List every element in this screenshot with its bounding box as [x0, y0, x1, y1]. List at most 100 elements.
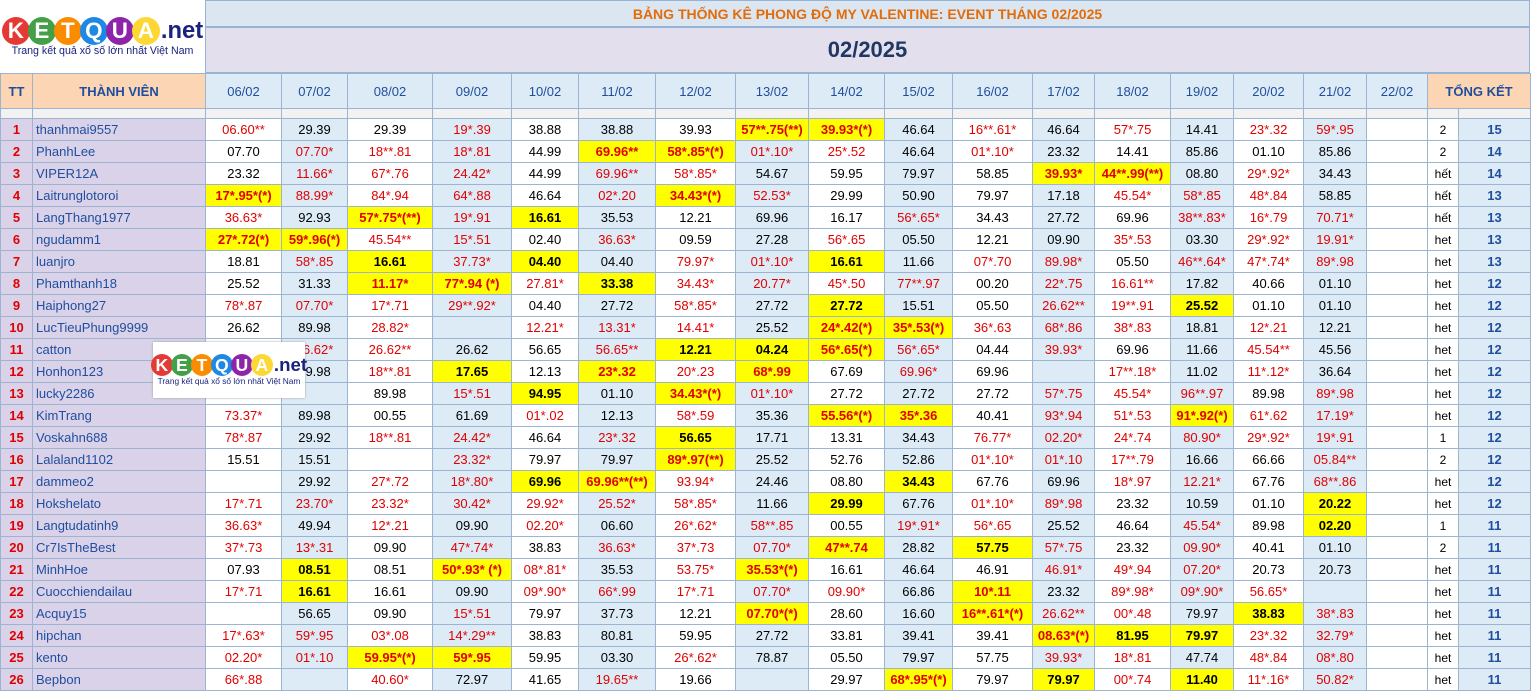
score-cell: 11.02	[1170, 360, 1234, 383]
score-cell: 46.64	[1094, 514, 1171, 537]
score-cell	[1366, 382, 1428, 405]
score-cell: 05.50	[1094, 250, 1171, 273]
score-cell	[1366, 536, 1428, 559]
status: het	[1427, 470, 1459, 493]
score-cell: 79.97	[1170, 624, 1234, 647]
header-row: TT THÀNH VIÊN 06/02 07/02 08/02 09/02 10/02 11/…	[0, 73, 1532, 109]
score-cell: 39.93*(*)	[808, 118, 885, 141]
score-cell: 11.66	[884, 250, 953, 273]
score-cell	[1366, 514, 1428, 537]
status: het	[1427, 382, 1459, 405]
score-cell: 01*.10*	[952, 140, 1033, 163]
score-cell: 69.96	[511, 470, 579, 493]
column-header: 06/02	[205, 73, 282, 109]
score-cell	[205, 470, 282, 493]
score-cell	[1366, 360, 1428, 383]
score-cell: 59*.95	[1303, 118, 1367, 141]
status: 2	[1427, 118, 1459, 141]
score-cell: 00*.74	[1094, 668, 1171, 691]
row-number: 9	[0, 294, 33, 317]
data-row: 20 Cr7IsTheBest 37*.73 13*.31 09.90 47*.74* 38…	[0, 536, 1532, 559]
score-cell: 56*.65	[952, 514, 1033, 537]
column-header: TT	[0, 73, 33, 109]
member-name: Lalaland1102	[32, 448, 206, 471]
score-cell: 29.92*	[511, 492, 579, 515]
filter-cell	[952, 108, 1033, 119]
score-cell: 51*.53	[1094, 404, 1171, 427]
score-cell: 69.96	[952, 360, 1033, 383]
score-cell	[347, 448, 433, 471]
score-cell: 69.96	[735, 206, 809, 229]
logo-letter: K	[150, 354, 173, 376]
score-cell: 89*.97(**)	[655, 448, 736, 471]
column-header: 21/02	[1303, 73, 1367, 109]
score-cell: 61*.62	[1233, 404, 1304, 427]
score-cell: 25.52	[735, 316, 809, 339]
data-row: 16 Lalaland1102 15.51 15.51 23.32* 79.97 79.97…	[0, 448, 1532, 471]
score-cell: 01.10	[1233, 492, 1304, 515]
score-cell: 25.52	[1170, 294, 1234, 317]
score-cell: 79.97	[578, 448, 656, 471]
logo-letter: K	[1, 16, 30, 45]
score-cell: 16*.79	[1233, 206, 1304, 229]
score-cell: 59.95	[511, 646, 579, 669]
score-cell: 20.22	[1303, 492, 1367, 515]
member-name: Langtudatinh9	[32, 514, 206, 537]
score-cell: 12.21*	[511, 316, 579, 339]
score-cell: 27.28	[735, 228, 809, 251]
data-row: 3 VIPER12A 23.32 11.66* 67*.76 24.42* 44.99 69.…	[0, 162, 1532, 185]
member-name: Bepbon	[32, 668, 206, 691]
score-cell: 57.75	[952, 646, 1033, 669]
status: het	[1427, 492, 1459, 515]
score-cell	[1366, 250, 1428, 273]
score-cell: 37.73	[578, 602, 656, 625]
filter-cell	[1457, 108, 1532, 119]
score-cell	[1366, 206, 1428, 229]
score-cell: 26.62	[432, 338, 512, 361]
score-cell: 67.69	[808, 360, 885, 383]
score-cell: 88.99*	[281, 184, 348, 207]
score-cell: 23.32	[1032, 140, 1095, 163]
filter-cell	[735, 108, 809, 119]
score-cell: 17*.71	[205, 492, 282, 515]
score-cell: 16.61	[808, 558, 885, 581]
score-cell: 17.71	[735, 426, 809, 449]
data-row: 22 Cuocchiendailau 17*.71 16.61 16.61 09.90 09…	[0, 580, 1532, 603]
row-number: 8	[0, 272, 33, 295]
member-name: VIPER12A	[32, 162, 206, 185]
row-number: 17	[0, 470, 33, 493]
status: het	[1427, 580, 1459, 603]
member-name: MinhHoe	[32, 558, 206, 581]
score-cell: 15.51	[884, 294, 953, 317]
score-cell: 52.76	[808, 448, 885, 471]
member-name: Cuocchiendailau	[32, 580, 206, 603]
score-cell: 38*.83	[1094, 316, 1171, 339]
score-cell: 35*.53(*)	[884, 316, 953, 339]
score-cell: 38.83	[1233, 602, 1304, 625]
score-cell: 66*.99	[578, 580, 656, 603]
score-cell: 01.10	[1233, 294, 1304, 317]
data-row: 4 Laitrunglotoroi 17*.95*(*) 88.99* 84*.94 64…	[0, 184, 1532, 207]
score-cell: 38.83	[511, 624, 579, 647]
member-name: Cr7IsTheBest	[32, 536, 206, 559]
score-cell: 47**.74	[808, 536, 885, 559]
score-cell: 46.64	[884, 140, 953, 163]
score-cell	[1366, 558, 1428, 581]
score-cell	[1366, 492, 1428, 515]
score-cell: 89.98*	[1032, 250, 1095, 273]
score-cell: 35*.36	[884, 404, 953, 427]
score-cell: 00.20	[952, 272, 1033, 295]
score-cell: 10*.11	[952, 580, 1033, 603]
score-cell: 58.85	[1303, 184, 1367, 207]
member-name: kento	[32, 646, 206, 669]
score-cell: 80.81	[578, 624, 656, 647]
score-cell: 28.60	[808, 602, 885, 625]
score-cell: 18*.97	[1094, 470, 1171, 493]
total: 12	[1457, 382, 1532, 405]
score-cell: 16**.61*(*)	[952, 602, 1033, 625]
score-cell	[1366, 624, 1428, 647]
status: het	[1427, 228, 1459, 251]
score-cell: 24.42*	[432, 162, 512, 185]
score-cell: 01*.10*	[735, 140, 809, 163]
score-cell: 77*.94 (*)	[432, 272, 512, 295]
